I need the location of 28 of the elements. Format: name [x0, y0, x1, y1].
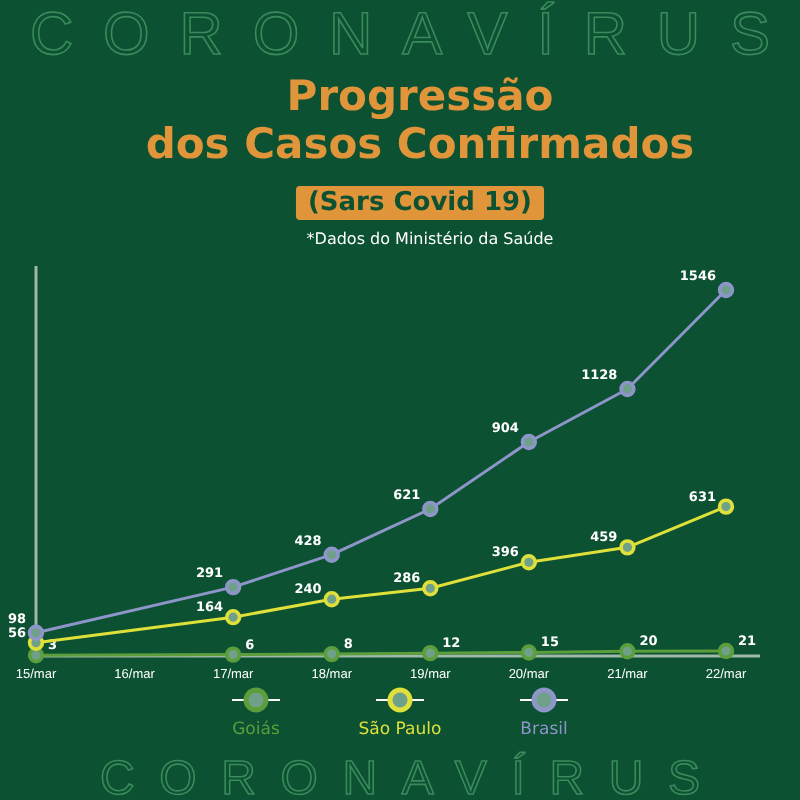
chart-title: Progressão dos Casos Confirmados: [145, 72, 695, 168]
point: [224, 608, 242, 626]
legend-label: São Paulo: [358, 720, 442, 740]
point: [422, 500, 439, 518]
point: [224, 578, 242, 596]
point: [422, 644, 439, 662]
point: [323, 645, 340, 663]
point: [224, 646, 242, 663]
point: [323, 546, 340, 563]
point: [717, 642, 735, 660]
point: [27, 647, 45, 664]
point: [520, 644, 538, 661]
point: [520, 433, 538, 451]
text: CORONAVÍRUS: [30, 0, 770, 68]
text: CORONAVÍRUS: [100, 752, 700, 800]
point: [520, 554, 538, 571]
point: [717, 281, 735, 299]
text: *Dados do Ministério da Saúde: [306, 230, 554, 248]
point: [323, 590, 340, 608]
chart-subtitle: (Sars Covid 19): [307, 188, 533, 218]
point: [717, 498, 735, 515]
point: [619, 380, 636, 398]
point: [27, 624, 45, 641]
point: [422, 580, 439, 597]
point: [619, 643, 636, 660]
legend-label: Brasil: [520, 720, 568, 740]
legend-label: Goiás: [232, 720, 281, 740]
point: [619, 539, 636, 556]
